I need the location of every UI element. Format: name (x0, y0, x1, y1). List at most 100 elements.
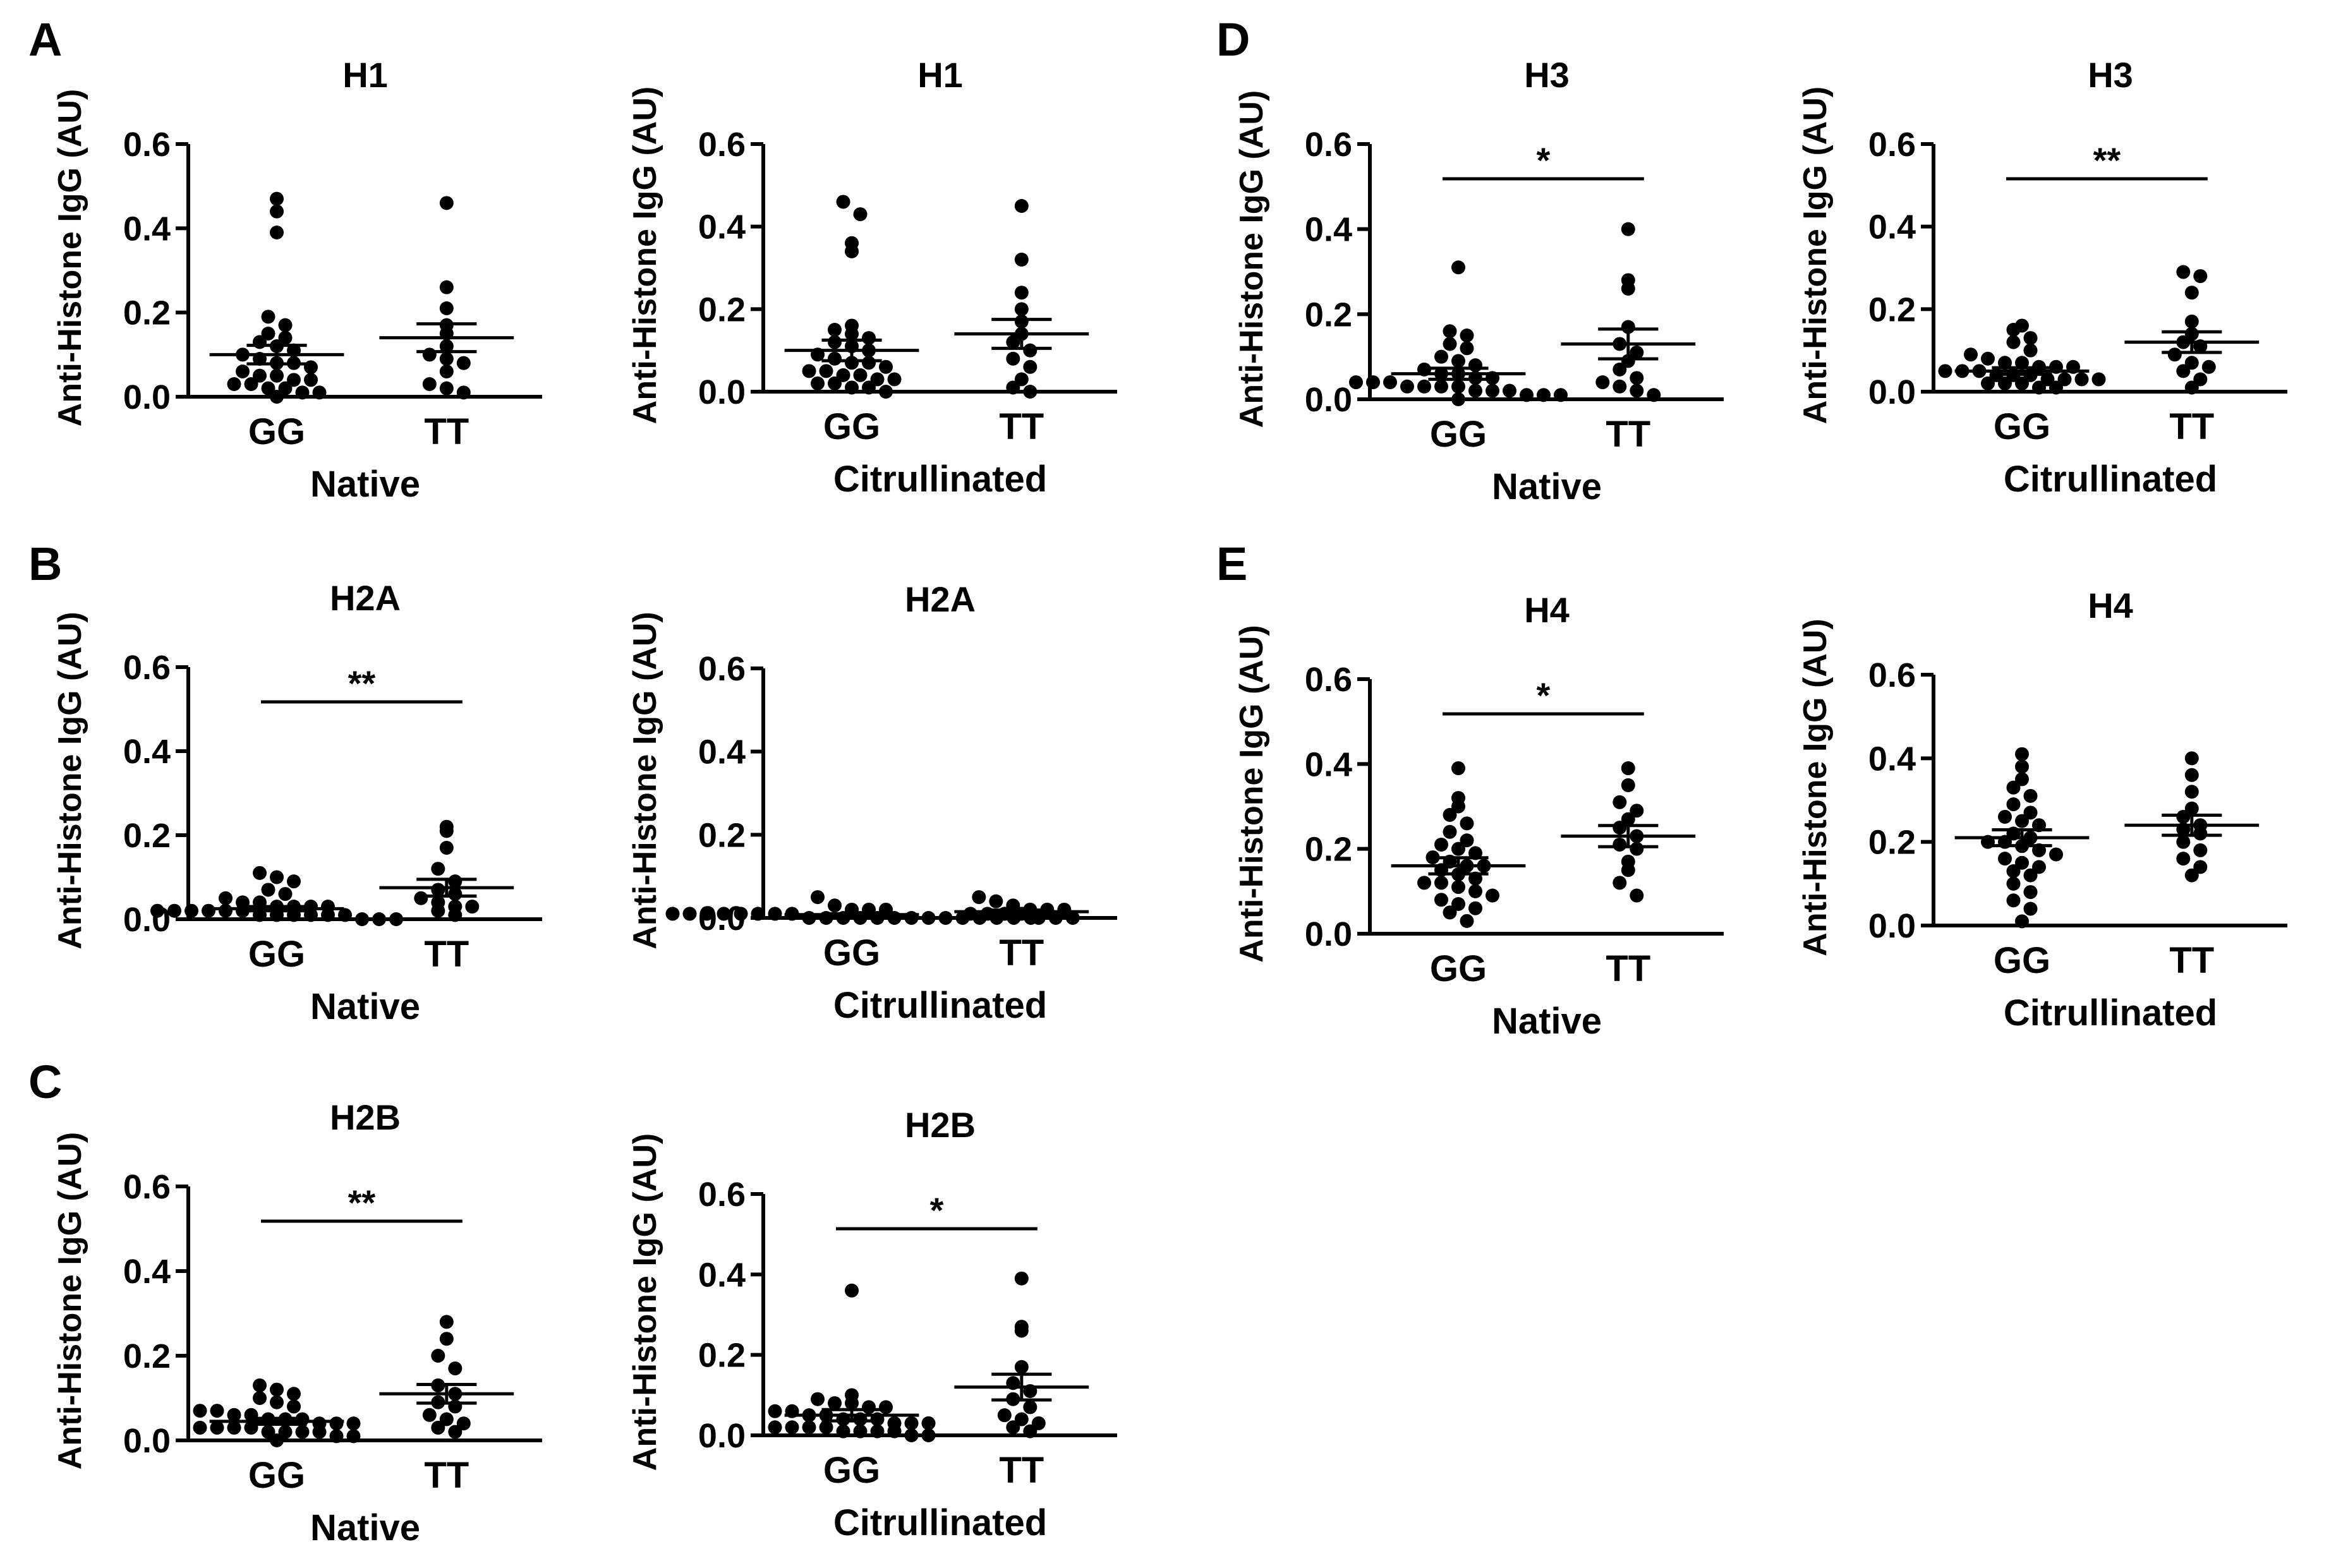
data-point (2006, 780, 2021, 795)
data-point (2023, 805, 2038, 820)
x-tick-label: GG (1430, 414, 1487, 455)
data-point (253, 368, 267, 383)
y-tick-label: 0.4 (698, 208, 746, 246)
data-point (1613, 837, 1627, 852)
data-point (295, 385, 310, 400)
data-point (270, 390, 284, 404)
x-tick-label: GG (823, 932, 880, 974)
data-point (1621, 778, 1635, 792)
data-point (1443, 324, 1457, 339)
y-axis-label: Anti-Histone IgG (AU) (52, 89, 88, 426)
data-point (304, 908, 318, 922)
data-point (828, 1396, 842, 1411)
data-point (2176, 809, 2191, 824)
data-point (2193, 860, 2208, 874)
data-point (879, 1400, 893, 1414)
data-point (1014, 1360, 1029, 1374)
chart-title: H3 (1524, 55, 1570, 95)
data-point (456, 385, 471, 400)
data-point (1451, 761, 1465, 776)
data-point (1443, 905, 1457, 920)
y-tick-label: 0.6 (1305, 126, 1352, 164)
y-tick-label: 0.0 (1305, 915, 1352, 953)
data-point (448, 1361, 463, 1376)
y-tick-label: 0.0 (1868, 907, 1916, 945)
y-tick-label: 0.6 (123, 1168, 171, 1206)
data-point (870, 1424, 885, 1438)
data-point (2184, 768, 2199, 782)
data-point (1998, 376, 2012, 390)
significance-marker: * (1537, 140, 1551, 180)
data-point (1621, 863, 1635, 877)
data-point (439, 824, 454, 838)
y-axis-label: Anti-Histone IgG (AU) (52, 612, 88, 949)
data-point (253, 865, 267, 880)
data-point (304, 373, 318, 387)
data-point (2184, 801, 2199, 816)
data-point (1417, 379, 1431, 394)
data-point (431, 903, 445, 918)
data-point (2176, 364, 2191, 378)
data-point (2023, 902, 2038, 916)
y-tick-label: 0.4 (1868, 208, 1916, 246)
data-point (2193, 269, 2208, 284)
y-axis-label: Anti-Histone IgG (AU) (1233, 90, 1270, 428)
data-point (1964, 347, 1978, 362)
data-point (1520, 388, 1534, 402)
data-point (2184, 380, 2199, 395)
data-point (456, 356, 471, 370)
data-point (278, 318, 293, 332)
data-point (1366, 375, 1380, 390)
data-point (329, 1429, 344, 1444)
data-point (1621, 222, 1635, 236)
data-point (1468, 358, 1482, 373)
data-point (1451, 880, 1465, 895)
panel-letter-a: A (28, 13, 62, 66)
data-point (1383, 375, 1397, 390)
data-point (963, 907, 977, 921)
y-tick-label: 0.6 (123, 126, 171, 164)
y-tick-label: 0.2 (1868, 824, 1916, 862)
data-point (287, 1387, 301, 1401)
significance-marker: * (1537, 675, 1551, 715)
y-tick-label: 0.2 (698, 291, 746, 329)
data-point (828, 323, 842, 337)
data-point (1023, 1400, 1038, 1414)
data-point (2184, 868, 2199, 883)
data-point (2193, 372, 2208, 387)
data-point (278, 1425, 293, 1439)
data-point (1981, 351, 1995, 366)
data-point (2015, 772, 2029, 787)
x-tick-label: GG (248, 934, 305, 975)
significance-marker: ** (348, 663, 376, 703)
x-axis-label: Native (310, 1507, 420, 1548)
data-point (253, 1378, 267, 1392)
data-point (879, 359, 893, 374)
data-point (1486, 383, 1499, 398)
data-point (802, 1420, 816, 1435)
plots-layer: 0.0 0.2 0.4 0.6 GG TT H1 Native Anti-Histone IgG… (52, 55, 2287, 1548)
data-point (227, 1420, 241, 1435)
data-point (1451, 260, 1465, 275)
data-point (1014, 302, 1029, 317)
data-point (1460, 816, 1474, 831)
data-point (811, 1392, 825, 1406)
y-tick-label: 0.2 (123, 294, 171, 332)
data-point (2184, 356, 2199, 370)
data-point (227, 1408, 241, 1422)
chart-2: 0.0 0.2 0.4 0.6 GG TT H1 Citrullinated Anti-Hist… (627, 55, 1117, 500)
data-point (439, 381, 454, 395)
data-point (2167, 347, 2182, 362)
y-axis-label: Anti-Histone IgG (AU) (1797, 618, 1834, 956)
data-point (219, 891, 233, 905)
data-point (989, 894, 1003, 908)
y-tick-label: 0.4 (698, 1256, 746, 1294)
chart-6: 0.0 0.2 0.4 0.6 GG TT H2B Citrullinated Anti-His… (627, 1105, 1117, 1543)
x-tick-label: TT (1606, 414, 1650, 455)
data-point (665, 907, 680, 921)
data-point (295, 1425, 310, 1439)
chart-title: H1 (917, 55, 963, 95)
data-point (278, 381, 293, 395)
data-point (2023, 331, 2038, 346)
data-point (278, 887, 293, 902)
